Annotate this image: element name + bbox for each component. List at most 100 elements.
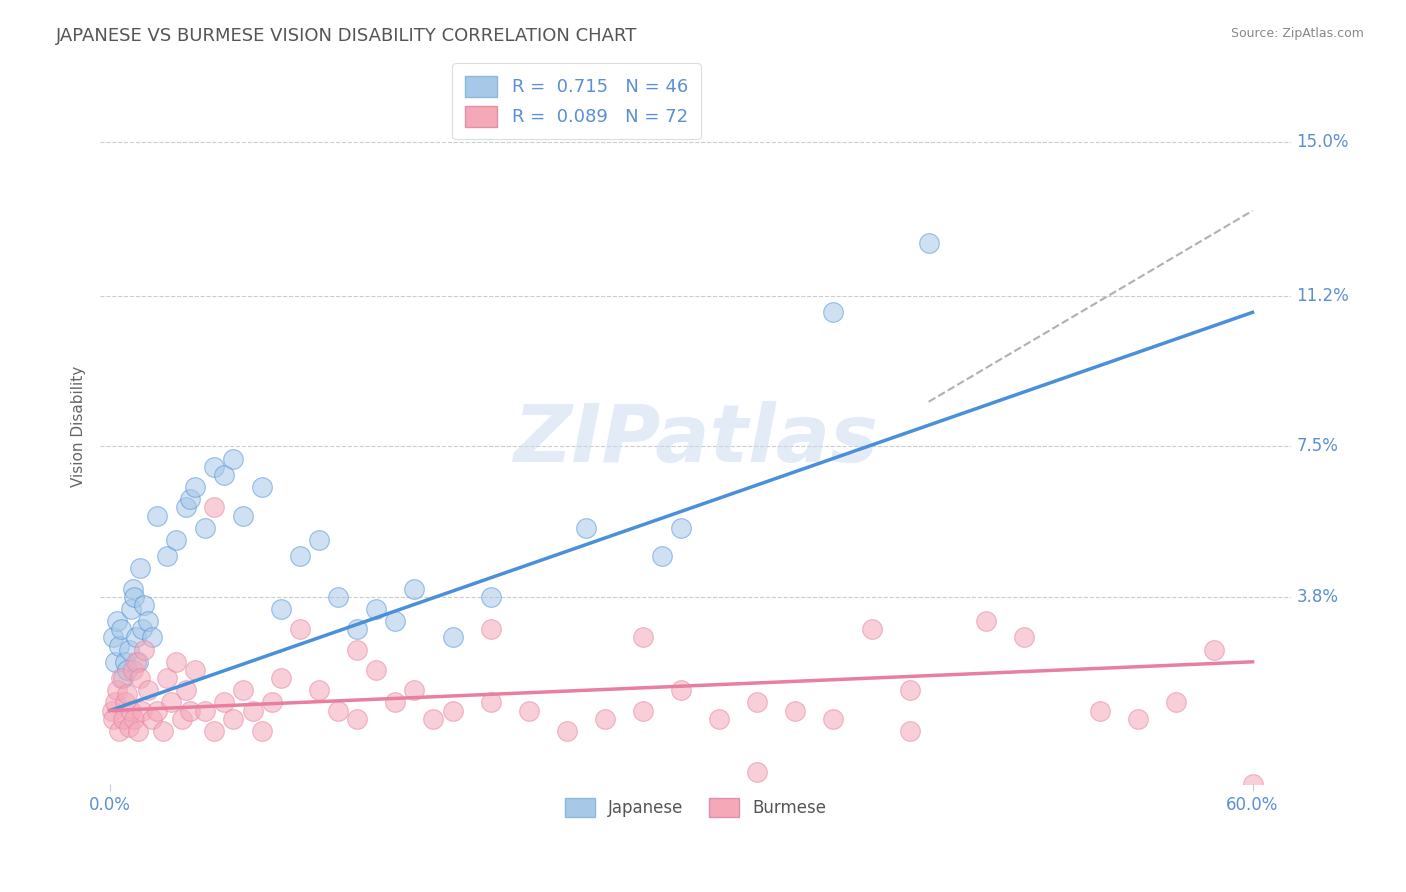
Point (479, 623, 502, 637)
Point (441, 631, 464, 645)
Point (159, 696, 181, 710)
Point (136, 614, 159, 628)
Point (709, 712, 731, 726)
Point (1128, 712, 1150, 726)
Point (120, 602, 142, 616)
Text: 7.5%: 7.5% (1296, 437, 1339, 456)
Point (204, 500, 226, 515)
Text: JAPANESE VS BURMESE VISION DISABILITY CORRELATION CHART: JAPANESE VS BURMESE VISION DISABILITY CO… (56, 27, 637, 45)
Point (823, 712, 845, 726)
Point (156, 671, 179, 685)
Point (118, 642, 141, 657)
Point (115, 687, 138, 701)
Point (120, 704, 142, 718)
Point (404, 683, 426, 698)
Point (146, 508, 169, 523)
Point (129, 671, 152, 685)
Text: 15.0%: 15.0% (1296, 133, 1350, 151)
Point (170, 712, 193, 726)
Point (651, 549, 673, 564)
Point (232, 508, 254, 523)
Point (918, 236, 941, 251)
Text: Source: ZipAtlas.com: Source: ZipAtlas.com (1230, 27, 1364, 40)
Point (125, 655, 148, 669)
Point (631, 704, 654, 718)
Point (121, 663, 143, 677)
Point (1088, 704, 1111, 718)
Point (346, 712, 368, 726)
Text: ZIPatlas: ZIPatlas (513, 401, 877, 479)
Point (366, 663, 388, 677)
Point (328, 590, 350, 604)
Point (823, 305, 845, 319)
Point (146, 704, 169, 718)
Point (184, 663, 207, 677)
Point (270, 602, 292, 616)
Point (593, 712, 616, 726)
Point (860, 623, 883, 637)
Point (111, 671, 134, 685)
Point (179, 704, 201, 718)
Point (669, 683, 692, 698)
Point (132, 642, 155, 657)
Point (631, 631, 654, 645)
Point (174, 683, 197, 698)
Point (212, 696, 235, 710)
Point (898, 723, 921, 738)
Point (328, 704, 350, 718)
Point (108, 723, 131, 738)
Point (785, 704, 807, 718)
Point (232, 683, 254, 698)
Point (517, 704, 540, 718)
Point (308, 533, 330, 547)
Point (1166, 696, 1188, 710)
Point (260, 696, 283, 710)
Point (288, 623, 311, 637)
Point (441, 704, 464, 718)
Point (669, 521, 692, 535)
Point (124, 590, 146, 604)
Point (194, 704, 217, 718)
Point (747, 764, 769, 779)
Point (114, 696, 136, 710)
Point (479, 590, 502, 604)
Point (404, 582, 426, 596)
Point (103, 712, 125, 726)
Point (105, 614, 128, 628)
Point (152, 723, 174, 738)
Point (222, 451, 245, 466)
Point (108, 639, 131, 653)
Point (165, 655, 187, 669)
Point (346, 623, 368, 637)
Point (384, 696, 406, 710)
Point (121, 582, 143, 596)
Point (222, 712, 245, 726)
Point (250, 723, 273, 738)
Point (575, 521, 598, 535)
Point (242, 704, 264, 718)
Point (555, 723, 578, 738)
Point (131, 704, 153, 718)
Point (156, 549, 179, 564)
Point (184, 480, 207, 494)
Point (747, 696, 769, 710)
Point (141, 712, 163, 726)
Point (422, 712, 444, 726)
Point (194, 521, 217, 535)
Point (288, 549, 311, 564)
Point (110, 623, 132, 637)
Text: 3.8%: 3.8% (1296, 588, 1339, 606)
Point (136, 683, 159, 698)
Point (165, 533, 187, 547)
Point (212, 467, 235, 482)
Point (124, 712, 146, 726)
Point (270, 671, 292, 685)
Point (250, 480, 273, 494)
Point (346, 642, 368, 657)
Point (111, 712, 134, 726)
Point (114, 655, 136, 669)
Point (1241, 777, 1264, 791)
Legend: Japanese, Burmese: Japanese, Burmese (557, 789, 834, 825)
Point (479, 696, 502, 710)
Point (308, 683, 330, 698)
